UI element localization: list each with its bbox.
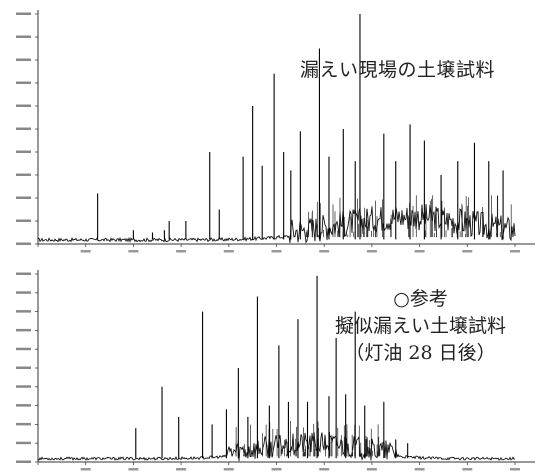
x-tick-label-blur bbox=[271, 468, 282, 471]
y-tick-label-blur bbox=[16, 272, 31, 275]
y-tick-label-blur bbox=[16, 58, 31, 61]
x-tick-label-blur bbox=[462, 250, 473, 253]
x-tick-label-blur bbox=[176, 250, 187, 253]
y-tick-label-blur bbox=[16, 12, 31, 15]
chromatogram-top-panel: 漏えい現場の土壌試料 bbox=[16, 10, 535, 253]
x-tick-label-blur bbox=[223, 468, 234, 471]
x-tick-label-blur bbox=[128, 250, 139, 253]
y-tick-label-blur bbox=[16, 219, 31, 222]
baseline-trace bbox=[37, 204, 516, 244]
x-tick-label-blur bbox=[510, 468, 520, 471]
chromatogram-bottom-chart bbox=[16, 270, 535, 471]
x-tick-label-blur bbox=[176, 468, 187, 471]
x-tick-label-blur bbox=[366, 250, 377, 253]
chart-title-bottom-line-2: 擬似漏えい土壌試料 bbox=[334, 315, 506, 337]
x-tick-label-blur bbox=[414, 468, 425, 471]
x-tick-label-blur bbox=[414, 250, 425, 253]
x-tick-label-blur bbox=[80, 250, 91, 253]
chart-title-bottom-line-1: ○参考 bbox=[393, 288, 448, 310]
y-tick-label-blur bbox=[16, 422, 31, 426]
chromatogram-top-chart bbox=[16, 10, 535, 253]
x-tick-label-blur bbox=[319, 250, 330, 253]
x-tick-label-blur bbox=[366, 468, 377, 471]
y-tick-label-blur bbox=[16, 460, 31, 463]
x-tick-label-blur bbox=[80, 468, 91, 471]
y-tick-label-blur bbox=[16, 385, 31, 388]
y-tick-label-blur bbox=[16, 150, 31, 153]
y-tick-label-blur bbox=[16, 127, 31, 130]
x-tick-label-blur bbox=[128, 468, 139, 471]
y-tick-label-blur bbox=[16, 291, 31, 294]
y-tick-label-blur bbox=[16, 441, 31, 445]
y-tick-label-blur bbox=[16, 104, 31, 107]
y-tick-label-blur bbox=[16, 242, 31, 245]
chart-title-bottom: ○参考 擬似漏えい土壌試料 （灯油 28 日後） bbox=[300, 286, 541, 367]
chart-title-bottom-line-3: （灯油 28 日後） bbox=[345, 342, 496, 364]
x-tick-label-blur bbox=[462, 468, 473, 471]
chromatogram-bottom-panel: ○参考 擬似漏えい土壌試料 （灯油 28 日後） bbox=[0, 262, 541, 475]
x-tick-label-blur bbox=[510, 250, 520, 253]
y-tick-label-blur bbox=[16, 328, 31, 332]
y-tick-label-blur bbox=[16, 81, 31, 84]
x-tick-label-blur bbox=[271, 250, 282, 253]
x-tick-label-blur bbox=[223, 250, 234, 253]
y-tick-label-blur bbox=[16, 404, 31, 407]
baseline-trace bbox=[37, 432, 516, 462]
y-tick-label-blur bbox=[16, 310, 31, 313]
x-tick-label-blur bbox=[319, 468, 330, 471]
y-tick-label-blur bbox=[16, 173, 31, 176]
y-tick-label-blur bbox=[16, 35, 31, 38]
y-tick-label-blur bbox=[16, 347, 31, 351]
chart-title-top: 漏えい現場の土壌試料 bbox=[300, 59, 496, 81]
y-tick-label-blur bbox=[16, 366, 31, 369]
y-tick-label-blur bbox=[16, 196, 31, 199]
